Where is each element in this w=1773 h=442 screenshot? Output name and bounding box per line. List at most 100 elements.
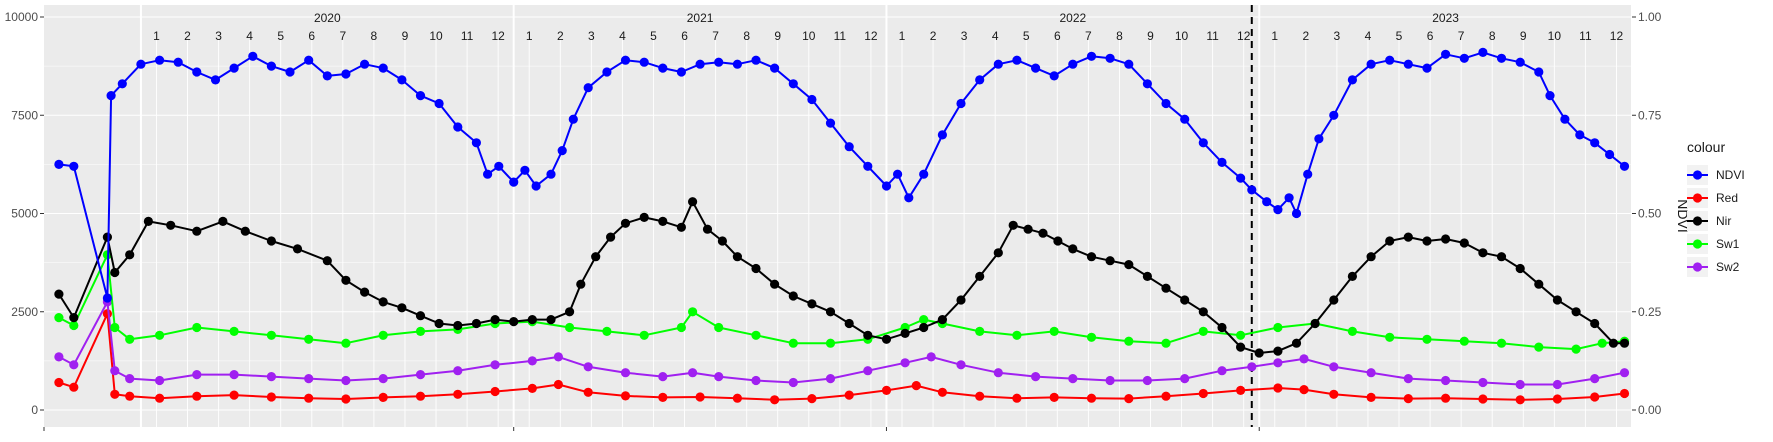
data-point	[788, 338, 798, 348]
data-point	[1496, 338, 1507, 348]
data-point	[125, 374, 135, 384]
month-label: 1	[899, 29, 906, 43]
data-point	[1217, 366, 1227, 376]
right-tick-label: 0.50	[1638, 207, 1662, 221]
month-label: 3	[215, 29, 222, 43]
data-point	[825, 307, 836, 317]
data-point	[415, 326, 426, 336]
data-point	[770, 395, 780, 405]
data-point	[1068, 244, 1078, 254]
data-point	[606, 232, 616, 242]
data-point	[1329, 389, 1339, 399]
data-point	[1012, 55, 1022, 65]
month-label: 9	[1147, 29, 1154, 43]
data-point	[1273, 205, 1283, 215]
data-point	[583, 387, 593, 397]
data-point	[229, 63, 239, 73]
legend-entry: Sw1	[1687, 234, 1740, 254]
data-point	[565, 307, 575, 317]
month-label: 8	[743, 29, 750, 43]
data-point	[676, 222, 687, 232]
data-point	[378, 374, 388, 384]
series-red	[54, 309, 1630, 405]
year-label: 2021	[687, 11, 714, 25]
data-point	[494, 161, 504, 171]
data-point	[1180, 114, 1190, 124]
data-point	[266, 330, 276, 340]
data-point	[993, 368, 1003, 378]
data-point	[1236, 385, 1246, 395]
plot-panel	[44, 5, 1632, 427]
data-point	[1273, 358, 1283, 368]
data-point	[1161, 98, 1171, 109]
month-label: 5	[277, 29, 284, 43]
data-point	[1590, 138, 1600, 148]
month-label: 12	[1610, 29, 1624, 43]
data-point	[676, 322, 687, 333]
data-point	[926, 352, 936, 362]
data-point	[751, 55, 761, 65]
month-label: 8	[1116, 29, 1123, 43]
data-point	[1124, 336, 1134, 346]
data-point	[192, 226, 202, 236]
data-point	[620, 368, 631, 378]
data-point	[881, 334, 892, 344]
data-point	[863, 366, 873, 376]
data-point	[956, 98, 966, 109]
series-sw1	[54, 250, 1630, 354]
data-point	[1459, 336, 1469, 346]
data-point	[1068, 374, 1078, 384]
month-label: 12	[491, 29, 505, 43]
data-point	[341, 375, 351, 386]
month-label: 3	[588, 29, 595, 43]
data-point	[1385, 236, 1395, 246]
data-point	[1366, 252, 1376, 262]
data-point	[434, 98, 444, 109]
data-point	[378, 297, 388, 307]
data-point	[360, 59, 370, 69]
data-point	[1366, 59, 1376, 69]
data-point	[1590, 374, 1600, 384]
legend-entry: Nir	[1687, 211, 1731, 231]
data-point	[1441, 375, 1451, 386]
data-point	[1329, 295, 1339, 305]
data-point	[1496, 53, 1507, 63]
month-label: 4	[246, 29, 253, 43]
data-point	[531, 181, 541, 191]
data-point	[1515, 57, 1525, 67]
month-label: 2	[557, 29, 564, 43]
data-point	[919, 169, 929, 179]
data-point	[1038, 228, 1048, 238]
data-point	[322, 71, 332, 81]
data-point	[1403, 232, 1413, 242]
data-point	[702, 224, 713, 234]
data-point	[1590, 392, 1600, 402]
data-point	[490, 360, 500, 370]
data-point	[69, 360, 79, 370]
data-point	[1198, 138, 1208, 148]
data-point	[620, 55, 631, 65]
data-point	[937, 315, 948, 325]
data-point	[639, 330, 649, 340]
data-point	[192, 322, 202, 333]
data-point	[110, 267, 120, 278]
left-tick-label: 0	[31, 403, 38, 417]
legend-entry: Sw2	[1687, 257, 1740, 277]
data-point	[1031, 63, 1041, 73]
month-label: 6	[1427, 29, 1434, 43]
month-label: 5	[1023, 29, 1030, 43]
data-point	[1284, 193, 1294, 203]
data-point	[106, 91, 116, 101]
data-point	[956, 360, 966, 370]
data-point	[937, 387, 948, 397]
month-label: 10	[429, 29, 443, 43]
data-point	[397, 303, 407, 313]
data-point	[1161, 283, 1171, 293]
data-point	[583, 83, 593, 93]
data-point	[751, 330, 761, 340]
month-label: 11	[1579, 29, 1592, 43]
facet-strips: 1 2 3 4 5 6 7 8 9 10 11 12 1 2 3 4 5 6 7 8 9 10 11 12 1 2 3 4 5 6 7 8 9 1…	[153, 11, 1623, 43]
data-point	[54, 313, 64, 323]
data-point	[658, 63, 668, 73]
data-point	[919, 322, 929, 333]
